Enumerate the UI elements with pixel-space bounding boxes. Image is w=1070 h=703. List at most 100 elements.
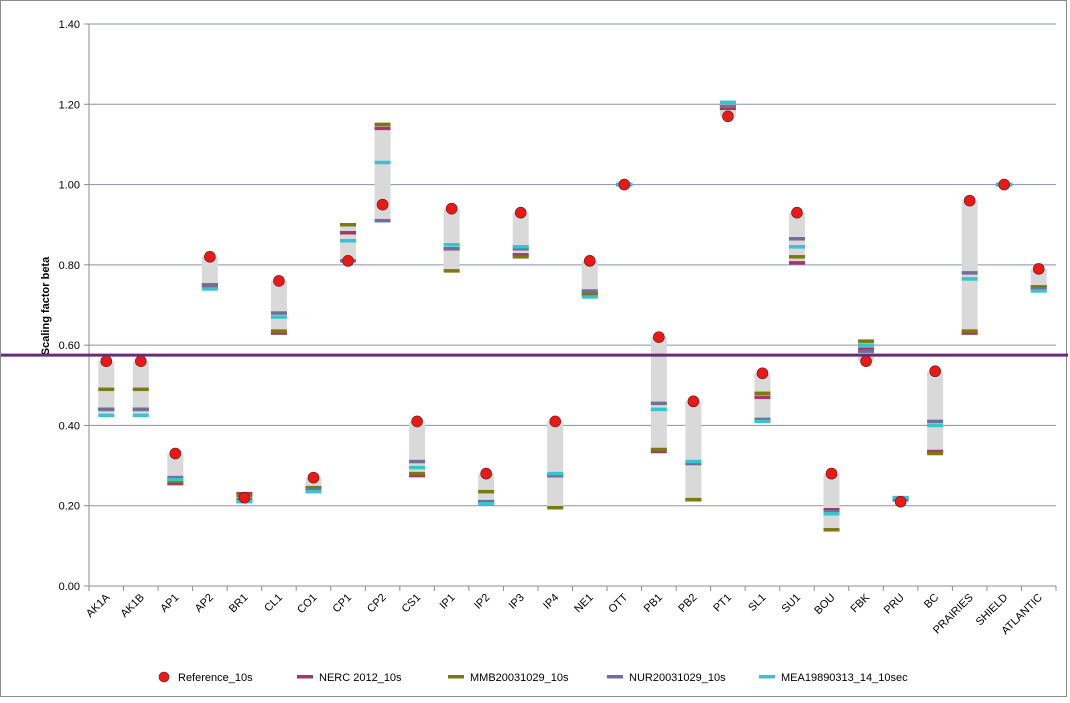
series-marker xyxy=(201,287,218,291)
series-marks xyxy=(98,100,1047,532)
series-marker xyxy=(409,459,426,464)
series-marker xyxy=(1030,285,1047,289)
series-marker xyxy=(1030,289,1047,293)
y-tick-label: 1.20 xyxy=(59,99,80,111)
series-marker xyxy=(650,407,667,412)
legend: Reference_10s NERC 2012_10s MMB20031029_10… xyxy=(158,671,908,684)
reference-point xyxy=(549,415,562,428)
x-tick-label: PB1 xyxy=(642,592,665,615)
x-tick-label: BOU xyxy=(812,592,837,617)
series-marker xyxy=(858,347,875,351)
series-marker xyxy=(305,487,322,492)
reference-point xyxy=(825,467,838,480)
series-marker xyxy=(132,387,149,392)
x-tick-label: BR1 xyxy=(227,592,251,616)
series-marker xyxy=(823,507,840,512)
x-tick-label: IP1 xyxy=(438,592,458,612)
reference-point xyxy=(100,355,113,368)
series-marker xyxy=(719,104,736,109)
range-bars xyxy=(98,102,1047,530)
legend-item: NUR20031029_10s xyxy=(607,672,726,684)
series-marker xyxy=(305,485,322,490)
series-marker xyxy=(409,471,426,476)
range-bar xyxy=(374,124,391,221)
reference-point xyxy=(169,447,182,460)
reference-point xyxy=(998,178,1010,191)
x-tick-label: AK1A xyxy=(84,591,113,620)
reference-point xyxy=(963,194,976,207)
series-marker xyxy=(788,255,805,259)
series-marker xyxy=(788,237,805,241)
x-tick-label: FBK xyxy=(849,591,873,615)
range-bar xyxy=(547,421,564,508)
reference-point xyxy=(653,331,665,343)
x-tick-label: CP1 xyxy=(331,592,355,616)
legend-label: Reference_10s xyxy=(178,672,253,684)
legend-swatch-dash xyxy=(759,675,775,679)
series-marker xyxy=(927,423,944,428)
series-marker xyxy=(512,247,529,251)
x-tick-label: PT1 xyxy=(711,592,734,615)
y-tick-label: 0.20 xyxy=(59,501,80,513)
series-marker xyxy=(754,391,771,396)
series-marker xyxy=(443,247,460,251)
series-marker xyxy=(961,277,978,281)
reference-point xyxy=(135,355,147,368)
range-bar xyxy=(201,256,218,289)
series-marker xyxy=(512,245,529,249)
series-marker xyxy=(581,291,598,295)
range-bar xyxy=(443,208,460,271)
reference-point xyxy=(1032,263,1045,275)
series-marker xyxy=(167,479,184,484)
series-marker xyxy=(581,293,598,297)
x-tick-label: BC xyxy=(922,592,941,611)
reference-point xyxy=(273,275,285,287)
x-tick-label: PRU xyxy=(882,592,907,617)
legend-item: MEA19890313_14_10sec xyxy=(759,672,908,684)
series-marker xyxy=(98,413,115,418)
series-marker xyxy=(409,465,426,470)
reference-point xyxy=(687,395,700,408)
legend-label: MMB20031029_10s xyxy=(470,672,569,684)
reference-point xyxy=(204,251,216,263)
range-bar xyxy=(823,473,840,530)
range-bar xyxy=(685,401,702,500)
series-marker xyxy=(927,449,944,454)
x-tick-label: AK1B xyxy=(119,592,147,620)
legend-item: NERC 2012_10s xyxy=(297,672,402,684)
series-marker xyxy=(201,283,218,287)
series-marker xyxy=(98,407,115,412)
legend-label: NERC 2012_10s xyxy=(319,672,402,684)
series-marker xyxy=(167,475,184,480)
x-tick-label: NE1 xyxy=(572,592,596,616)
reference-point xyxy=(618,178,631,191)
y-axis-label: Scaling factor beta xyxy=(40,256,52,355)
legend-label: NUR20031029_10s xyxy=(629,672,726,684)
x-tick-label: AP2 xyxy=(193,592,216,615)
legend-swatch-circle xyxy=(158,671,170,683)
y-tick-label: 1.40 xyxy=(59,19,80,31)
x-tick-label: IP4 xyxy=(541,592,561,612)
series-marker xyxy=(409,473,426,478)
series-marker xyxy=(167,477,184,482)
series-marker xyxy=(547,473,564,478)
y-tick-label: 0.60 xyxy=(59,340,80,352)
series-marker xyxy=(961,331,978,335)
series-marker xyxy=(858,349,875,353)
series-marker xyxy=(374,122,391,127)
series-marker xyxy=(167,481,184,486)
y-tick-label: 0.00 xyxy=(59,581,80,593)
reference-point xyxy=(411,415,423,428)
x-tick-label: CS1 xyxy=(400,592,424,616)
series-marker xyxy=(961,271,978,275)
x-tick-label: CP2 xyxy=(365,592,389,616)
reference-point xyxy=(860,355,872,368)
reference-point xyxy=(238,491,251,504)
series-marker xyxy=(270,311,287,315)
x-tick-label: CO1 xyxy=(295,592,319,616)
legend-item: MMB20031029_10s xyxy=(448,672,569,684)
series-marker xyxy=(132,407,149,412)
series-marker xyxy=(685,459,702,464)
reference-point xyxy=(791,206,803,219)
